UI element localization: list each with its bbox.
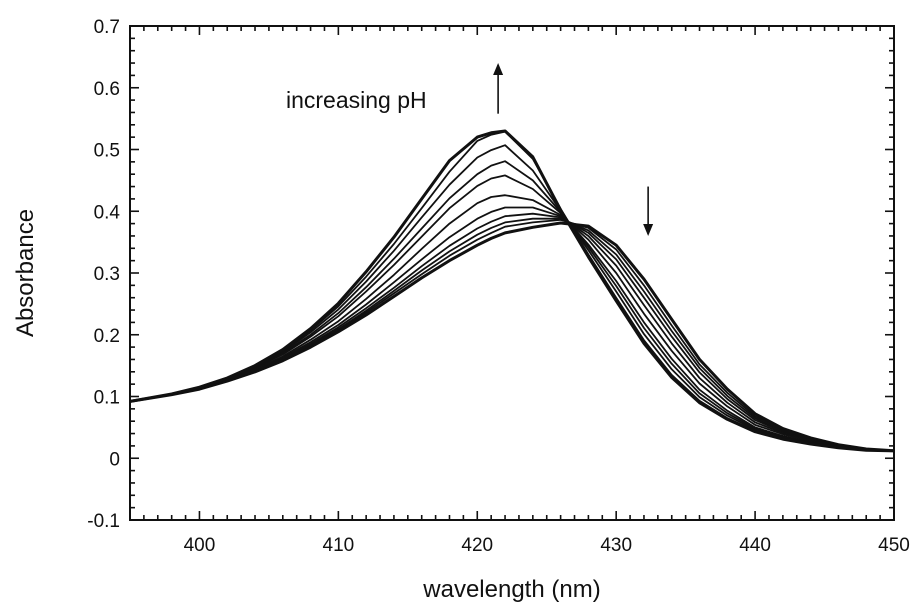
spectra-series bbox=[130, 129, 894, 453]
y-tick-label: 0.6 bbox=[94, 79, 120, 100]
y-tick-label: 0.2 bbox=[94, 326, 120, 347]
x-tick-label: 430 bbox=[600, 535, 632, 556]
spectrum-line-5 bbox=[130, 206, 894, 452]
plot-frame bbox=[129, 25, 895, 521]
x-tick-labels: 400 410 420 430 440 450 bbox=[184, 535, 910, 556]
spectrum-line-4 bbox=[130, 212, 894, 452]
y-tick-label: 0 bbox=[109, 449, 120, 470]
annotations: increasing pH bbox=[286, 63, 654, 236]
down-arrow-head bbox=[643, 223, 654, 236]
down-arrow-icon bbox=[643, 186, 654, 236]
spectrum-line-9 bbox=[130, 144, 894, 452]
axis-ticks bbox=[129, 25, 895, 521]
x-axis-label: wavelength (nm) bbox=[422, 576, 600, 603]
spectrum-line-8 bbox=[130, 160, 894, 452]
increasing-ph-label: increasing pH bbox=[286, 87, 427, 113]
y-tick-labels: -0.1 0 0.1 0.2 0.3 0.4 0.5 0.6 0.7 bbox=[87, 17, 120, 532]
spectrum-line-1 bbox=[130, 221, 894, 453]
y-tick-label: -0.1 bbox=[87, 511, 120, 532]
y-tick-label: 0.7 bbox=[94, 17, 120, 38]
spectrum-line-6 bbox=[130, 194, 894, 452]
up-arrow-head bbox=[493, 63, 504, 76]
y-tick-label: 0.1 bbox=[94, 388, 120, 409]
y-axis-label: Absorbance bbox=[12, 209, 39, 337]
x-tick-label: 420 bbox=[461, 535, 493, 556]
spectrum-line-2 bbox=[130, 218, 894, 452]
y-tick-label: 0.4 bbox=[94, 202, 121, 223]
x-tick-label: 450 bbox=[878, 535, 910, 556]
spectrum-line-7 bbox=[130, 174, 894, 452]
y-tick-label: 0.3 bbox=[94, 264, 120, 285]
x-tick-label: 400 bbox=[184, 535, 216, 556]
spectrum-line-3 bbox=[130, 217, 894, 452]
x-tick-label: 440 bbox=[739, 535, 771, 556]
up-arrow-icon bbox=[493, 63, 504, 114]
y-tick-label: 0.5 bbox=[94, 141, 120, 162]
spectrum-line-11 bbox=[130, 129, 894, 453]
x-tick-label: 410 bbox=[323, 535, 355, 556]
